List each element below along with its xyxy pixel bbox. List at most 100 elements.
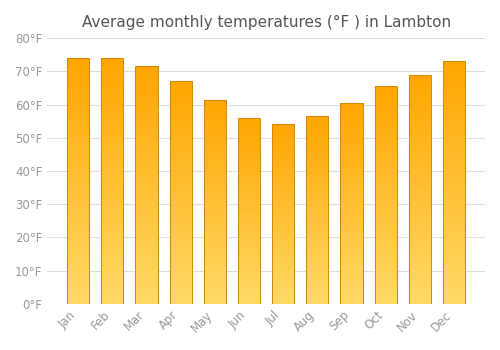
Bar: [170, 81, 192, 304]
Bar: [272, 160, 294, 162]
Bar: [170, 241, 192, 244]
Bar: [272, 237, 294, 239]
Bar: [136, 135, 158, 138]
Bar: [102, 134, 124, 136]
Bar: [238, 294, 260, 296]
Bar: [408, 214, 431, 217]
Bar: [374, 141, 397, 143]
Bar: [102, 240, 124, 242]
Bar: [408, 239, 431, 242]
Bar: [102, 65, 124, 68]
Bar: [170, 246, 192, 248]
Bar: [443, 180, 465, 183]
Bar: [136, 183, 158, 185]
Bar: [306, 253, 328, 255]
Bar: [306, 270, 328, 272]
Bar: [340, 247, 362, 250]
Bar: [443, 88, 465, 90]
Bar: [102, 225, 124, 228]
Bar: [408, 164, 431, 166]
Bar: [272, 227, 294, 229]
Bar: [204, 277, 226, 279]
Bar: [204, 279, 226, 281]
Bar: [67, 230, 90, 232]
Bar: [136, 74, 158, 76]
Bar: [67, 95, 90, 97]
Bar: [204, 126, 226, 128]
Bar: [272, 236, 294, 237]
Bar: [374, 110, 397, 112]
Bar: [374, 197, 397, 199]
Bar: [374, 223, 397, 225]
Bar: [170, 94, 192, 97]
Bar: [136, 235, 158, 237]
Bar: [272, 184, 294, 186]
Bar: [238, 300, 260, 302]
Bar: [204, 275, 226, 277]
Bar: [374, 191, 397, 193]
Bar: [443, 243, 465, 246]
Bar: [67, 294, 90, 296]
Bar: [102, 257, 124, 259]
Bar: [306, 193, 328, 195]
Bar: [102, 80, 124, 83]
Bar: [443, 233, 465, 236]
Bar: [272, 286, 294, 288]
Bar: [408, 224, 431, 226]
Bar: [238, 177, 260, 179]
Bar: [340, 284, 362, 286]
Bar: [272, 164, 294, 166]
Bar: [408, 116, 431, 118]
Bar: [340, 250, 362, 252]
Bar: [67, 124, 90, 127]
Bar: [272, 178, 294, 180]
Bar: [408, 148, 431, 150]
Bar: [443, 296, 465, 299]
Bar: [204, 287, 226, 289]
Bar: [340, 109, 362, 111]
Bar: [204, 212, 226, 214]
Bar: [136, 131, 158, 133]
Bar: [136, 195, 158, 197]
Bar: [136, 237, 158, 240]
Bar: [272, 202, 294, 203]
Bar: [306, 289, 328, 290]
Bar: [238, 261, 260, 263]
Bar: [170, 99, 192, 101]
Bar: [238, 174, 260, 175]
Bar: [443, 238, 465, 241]
Bar: [374, 295, 397, 297]
Bar: [306, 296, 328, 298]
Bar: [238, 218, 260, 220]
Bar: [204, 261, 226, 263]
Bar: [340, 195, 362, 197]
Bar: [102, 252, 124, 254]
Bar: [238, 268, 260, 270]
Bar: [170, 97, 192, 99]
Bar: [238, 220, 260, 222]
Bar: [170, 181, 192, 184]
Bar: [443, 183, 465, 185]
Bar: [170, 175, 192, 177]
Bar: [102, 75, 124, 78]
Bar: [102, 181, 124, 183]
Bar: [102, 141, 124, 144]
Bar: [102, 176, 124, 178]
Bar: [102, 292, 124, 294]
Bar: [170, 226, 192, 228]
Bar: [67, 70, 90, 73]
Bar: [102, 97, 124, 100]
Bar: [306, 281, 328, 283]
Bar: [374, 254, 397, 256]
Bar: [340, 103, 362, 304]
Bar: [67, 183, 90, 186]
Bar: [136, 287, 158, 289]
Bar: [136, 249, 158, 252]
Bar: [238, 164, 260, 166]
Bar: [67, 171, 90, 174]
Bar: [136, 80, 158, 83]
Bar: [340, 177, 362, 179]
Bar: [408, 210, 431, 212]
Bar: [67, 178, 90, 181]
Bar: [238, 302, 260, 304]
